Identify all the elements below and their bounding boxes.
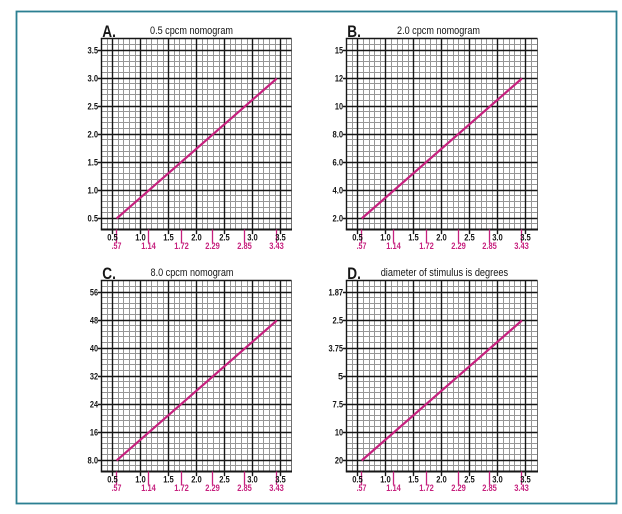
svg-text:3.5: 3.5 [520,474,531,484]
svg-text:3.75: 3.75 [329,344,344,354]
svg-text:0.5: 0.5 [352,232,363,242]
svg-text:3.43: 3.43 [514,241,529,251]
svg-text:2.5: 2.5 [219,474,230,484]
svg-text:1.5: 1.5 [163,474,174,484]
svg-text:.57: .57 [112,241,122,251]
svg-text:2.85: 2.85 [482,241,497,251]
svg-text:1.14: 1.14 [141,483,156,493]
svg-text:1.72: 1.72 [419,241,434,251]
svg-text:3.0: 3.0 [247,474,258,484]
svg-text:2.5: 2.5 [464,232,475,242]
svg-text:.57: .57 [357,241,367,251]
svg-text:D.: D. [347,265,361,283]
svg-text:1.14: 1.14 [386,241,401,251]
svg-text:2.0: 2.0 [436,232,447,242]
svg-text:2.85: 2.85 [237,483,252,493]
svg-text:3.43: 3.43 [269,241,284,251]
svg-text:C.: C. [102,265,116,283]
svg-text:2.29: 2.29 [451,241,466,251]
svg-text:0.5: 0.5 [107,474,118,484]
svg-text:2.5: 2.5 [219,232,230,242]
svg-text:1.72: 1.72 [419,483,434,493]
svg-text:B.: B. [347,23,361,41]
svg-text:20: 20 [335,456,343,466]
svg-text:3.5: 3.5 [520,232,531,242]
svg-text:2.0: 2.0 [88,130,99,140]
svg-text:.57: .57 [112,483,122,493]
svg-text:2.85: 2.85 [237,241,252,251]
svg-text:3.0: 3.0 [88,74,99,84]
svg-text:3.5: 3.5 [275,232,286,242]
svg-text:0.5: 0.5 [107,232,118,242]
svg-text:3.0: 3.0 [492,474,503,484]
svg-text:1.0: 1.0 [380,232,391,242]
svg-text:1.0: 1.0 [135,474,146,484]
svg-text:8.0: 8.0 [88,456,99,466]
svg-text:4.0: 4.0 [333,186,344,196]
svg-text:32: 32 [90,372,98,382]
svg-text:15: 15 [335,46,343,56]
svg-text:2.5: 2.5 [333,316,344,326]
svg-text:48: 48 [90,316,98,326]
svg-text:.57: .57 [357,483,367,493]
svg-text:1.0: 1.0 [88,186,99,196]
svg-text:10: 10 [335,102,343,112]
svg-text:1.72: 1.72 [174,483,189,493]
svg-text:10: 10 [335,428,343,438]
svg-text:3.0: 3.0 [492,232,503,242]
svg-text:6.0: 6.0 [333,158,344,168]
svg-text:12: 12 [335,74,343,84]
svg-text:0.5: 0.5 [88,214,99,224]
svg-text:2.0: 2.0 [191,474,202,484]
svg-text:56: 56 [90,288,98,298]
svg-text:8.0 cpcm nomogram: 8.0 cpcm nomogram [151,267,234,279]
svg-text:1.5: 1.5 [88,158,99,168]
svg-text:0.5: 0.5 [352,474,363,484]
svg-text:2.29: 2.29 [205,483,220,493]
svg-text:16: 16 [90,428,98,438]
svg-text:3.5: 3.5 [88,46,99,56]
svg-text:1.87: 1.87 [329,288,344,298]
svg-text:8.0: 8.0 [333,130,344,140]
svg-text:24: 24 [90,400,99,410]
svg-text:5: 5 [338,372,343,382]
svg-text:diameter of stimulus is degree: diameter of stimulus is degrees [381,267,509,279]
svg-text:2.5: 2.5 [464,474,475,484]
svg-text:1.14: 1.14 [141,241,156,251]
svg-text:1.0: 1.0 [135,232,146,242]
svg-text:2.0 cpcm nomogram: 2.0 cpcm nomogram [397,25,480,37]
svg-text:1.14: 1.14 [386,483,401,493]
svg-text:1.72: 1.72 [174,241,189,251]
svg-text:A.: A. [102,23,116,41]
svg-text:2.0: 2.0 [436,474,447,484]
svg-text:1.5: 1.5 [408,232,419,242]
svg-text:2.85: 2.85 [482,483,497,493]
svg-text:40: 40 [90,344,98,354]
svg-text:2.5: 2.5 [88,102,99,112]
svg-text:1.5: 1.5 [408,474,419,484]
svg-text:3.43: 3.43 [514,483,529,493]
svg-text:3.5: 3.5 [275,474,286,484]
svg-text:2.29: 2.29 [205,241,220,251]
svg-text:3.0: 3.0 [247,232,258,242]
svg-text:1.0: 1.0 [380,474,391,484]
svg-text:2.0: 2.0 [333,214,344,224]
svg-text:2.29: 2.29 [451,483,466,493]
svg-text:3.43: 3.43 [269,483,284,493]
svg-text:2.0: 2.0 [191,232,202,242]
svg-text:0.5 cpcm nomogram: 0.5 cpcm nomogram [150,25,233,37]
svg-text:1.5: 1.5 [163,232,174,242]
svg-text:7.5: 7.5 [333,400,344,410]
